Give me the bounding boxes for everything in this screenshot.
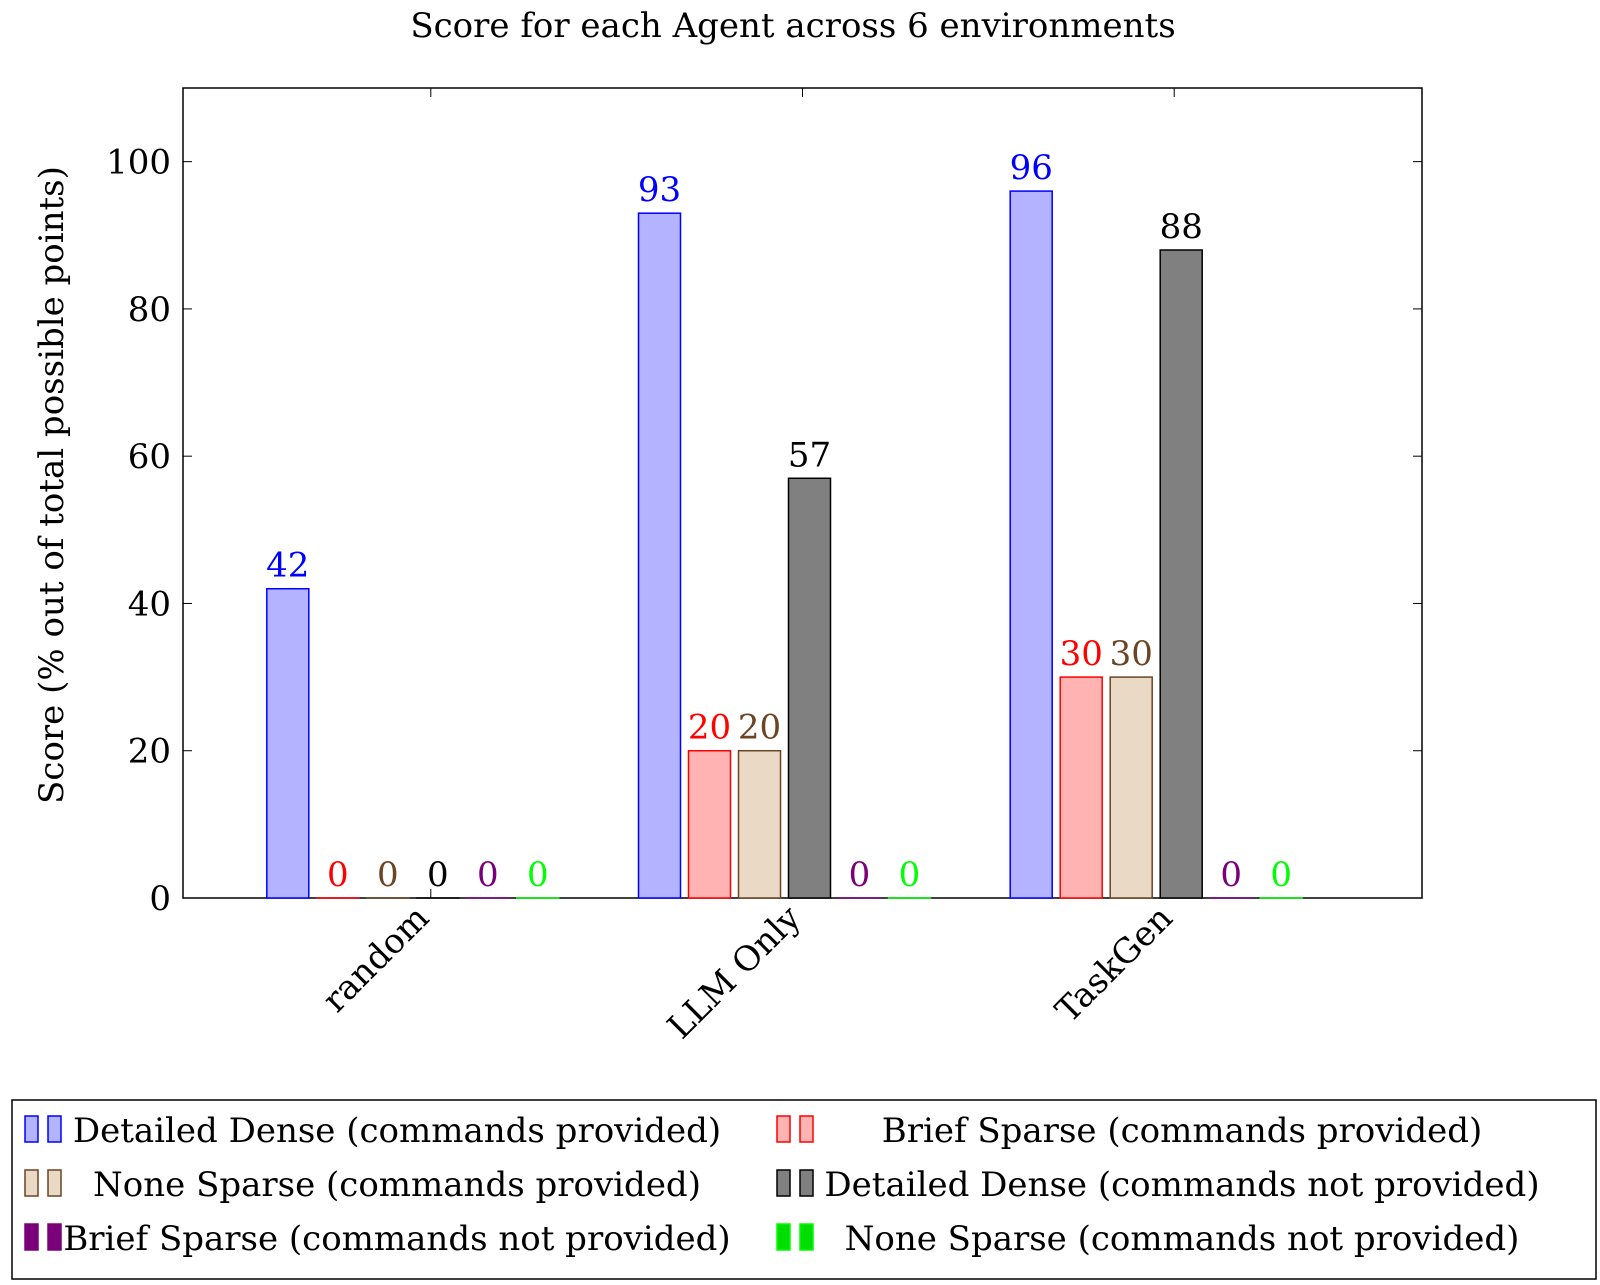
data-label: 0	[899, 855, 921, 895]
bar	[737, 749, 782, 899]
bar	[266, 587, 310, 899]
y-tick-label: 40	[128, 584, 171, 624]
data-label: 0	[527, 855, 549, 895]
legend-swatch	[47, 1115, 62, 1143]
data-label: 30	[1060, 634, 1103, 674]
data-label: 0	[377, 855, 399, 895]
legend-swatch	[799, 1169, 814, 1197]
bar	[637, 212, 682, 899]
data-label: 0	[849, 855, 871, 895]
legend-label: Detailed Dense (commands provided)	[73, 1111, 721, 1151]
y-tick-label: 100	[106, 143, 171, 183]
legend-swatch	[776, 1223, 791, 1251]
y-tick-label: 20	[128, 732, 171, 772]
data-label: 96	[1010, 148, 1053, 188]
legend-swatch	[799, 1115, 814, 1143]
legend-swatch	[24, 1223, 39, 1251]
legend-swatch	[799, 1223, 814, 1251]
data-label: 42	[266, 546, 309, 586]
legend-swatch	[776, 1115, 791, 1143]
bar	[1159, 249, 1203, 899]
y-tick-label: 60	[128, 437, 171, 477]
y-axis-label: Score (% out of total possible points)	[32, 166, 72, 804]
data-label: 0	[477, 855, 499, 895]
data-label: 20	[688, 708, 731, 748]
legend-label: Detailed Dense (commands not provided)	[824, 1165, 1539, 1205]
legend-label: Brief Sparse (commands provided)	[882, 1111, 1483, 1151]
chart-title: Score for each Agent across 6 environmen…	[410, 6, 1175, 46]
y-tick-label: 80	[128, 290, 171, 330]
data-label: 0	[327, 855, 349, 895]
x-tick-label: LLM Only	[660, 898, 809, 1047]
legend-swatch	[24, 1115, 39, 1143]
legend-swatch	[776, 1169, 791, 1197]
legend-label: None Sparse (commands not provided)	[845, 1219, 1520, 1259]
data-label: 88	[1160, 207, 1203, 247]
data-label: 0	[427, 855, 449, 895]
x-tick-label: random	[315, 898, 437, 1020]
legend-swatch	[47, 1223, 62, 1251]
legend-label: None Sparse (commands provided)	[93, 1165, 701, 1205]
data-label: 20	[738, 708, 781, 748]
data-label: 30	[1110, 634, 1153, 674]
bar	[1059, 676, 1103, 899]
data-label: 0	[1270, 855, 1292, 895]
legend: Detailed Dense (commands provided) Brief …	[11, 1099, 1597, 1280]
data-label: 57	[788, 435, 831, 475]
bar	[1109, 676, 1153, 899]
data-label: 0	[1220, 855, 1242, 895]
bar	[787, 477, 832, 899]
bar	[1009, 190, 1053, 899]
legend-label: Brief Sparse (commands not provided)	[63, 1219, 730, 1259]
bar	[687, 749, 732, 899]
legend-swatch	[24, 1169, 39, 1197]
x-tick-label: TaskGen	[1048, 898, 1181, 1031]
data-label: 93	[638, 170, 681, 210]
legend-swatch	[47, 1169, 62, 1197]
y-tick-label: 0	[149, 879, 171, 919]
plot-area: 0 20 40 60 80 100 random LLM Only TaskGen 42 93 96 0…	[106, 87, 1423, 1047]
